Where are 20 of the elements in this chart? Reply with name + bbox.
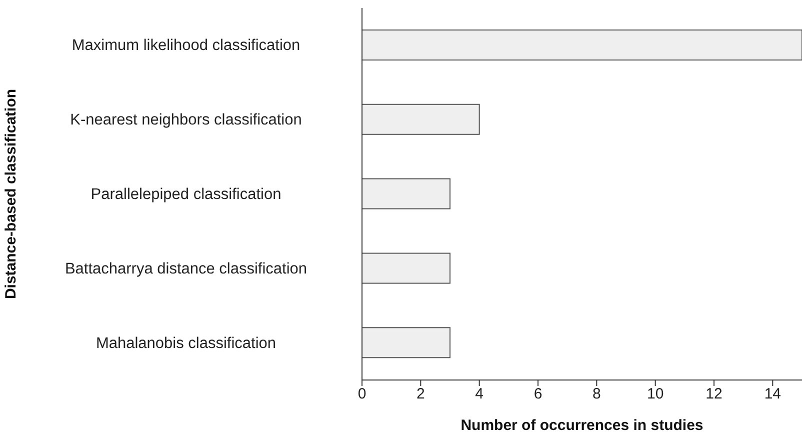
y-axis-title: Distance-based classification [2,88,20,300]
x-tick-label: 8 [592,386,601,403]
y-tick-label: Battacharrya distance classification [64,260,308,278]
x-tick-label: 0 [358,386,366,403]
x-tick-label: 10 [646,386,664,403]
bar [362,327,450,358]
y-tick-label: Maximum likelihood classification [72,37,300,54]
x-tick-label: 6 [534,386,542,403]
y-tick-label: Parallelepiped classification [90,186,282,203]
y-tick-label: K-nearest neighbors classification [70,112,302,129]
y-tick-label: Mahalanobis classification [96,334,276,352]
x-axis-title: Number of occurrences in studies [460,417,704,434]
x-tick-label: 4 [475,386,484,403]
x-tick-label: 2 [416,386,425,403]
bar [362,30,802,60]
x-tick-label: 12 [706,386,722,403]
bar [362,252,450,284]
x-tick-label: 14 [764,386,782,403]
bar [362,178,450,210]
bar [362,104,480,135]
